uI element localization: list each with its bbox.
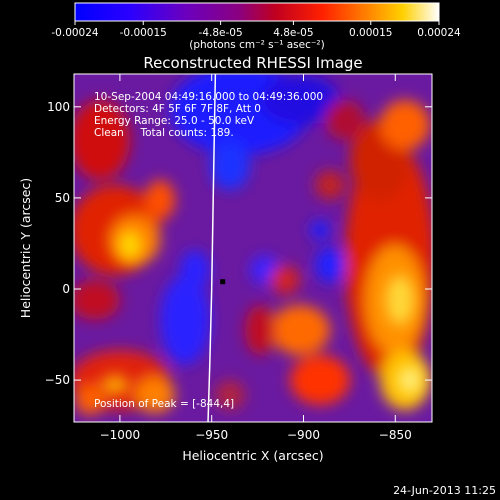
solar-limb-line <box>207 73 217 423</box>
colorbar-tick-label: -0.00024 <box>51 27 99 39</box>
y-tick-label: 50 <box>55 191 70 205</box>
x-tick-label: −900 <box>287 428 320 442</box>
axis-ticks: −1000 −950 −900 −850 −50 0 50 100 <box>45 74 432 442</box>
y-tick-label: 100 <box>47 100 70 114</box>
info-energy: Energy Range: 25.0 - 50.0 keV <box>94 115 255 127</box>
colorbar-ticks: -0.00024 -0.00015 -4.8e-05 4.8e-05 0.00015 0.… <box>51 21 461 39</box>
info-clean: Clean Total counts: 189. <box>94 127 234 139</box>
colorbar-tick-label: 4.8e-05 <box>273 27 313 39</box>
y-tick-label: −50 <box>45 373 70 387</box>
chart-title: Reconstructed RHESSI Image <box>143 54 362 72</box>
y-axis-label: Heliocentric Y (arcsec) <box>18 178 33 318</box>
peak-position-label: Position of Peak = [-844,4] <box>94 398 234 410</box>
colorbar-tick-label: -0.00015 <box>120 27 167 39</box>
colorbar <box>74 2 440 22</box>
x-tick-label: −1000 <box>100 428 141 442</box>
colorbar-units: (photons cm⁻² s⁻¹ asec⁻²) <box>189 39 324 51</box>
x-axis-label: Heliocentric X (arcsec) <box>182 448 323 463</box>
x-tick-label: −850 <box>379 428 412 442</box>
peak-marker <box>220 279 226 285</box>
x-tick-label: −950 <box>195 428 228 442</box>
y-tick-label: 0 <box>62 282 70 296</box>
colorbar-tick-label: 0.00024 <box>417 27 461 39</box>
info-time: 10-Sep-2004 04:49:16.000 to 04:49:36.000 <box>94 91 323 103</box>
colorbar-tick-label: 0.00015 <box>349 27 392 39</box>
footer-date: 24-Jun-2013 11:25 <box>393 484 496 497</box>
info-detectors: Detectors: 4F 5F 6F 7F 8F, Att 0 <box>94 103 261 115</box>
colorbar-tick-label: -4.8e-05 <box>199 27 243 39</box>
heatmap <box>74 74 432 422</box>
plot-frame <box>73 73 433 423</box>
